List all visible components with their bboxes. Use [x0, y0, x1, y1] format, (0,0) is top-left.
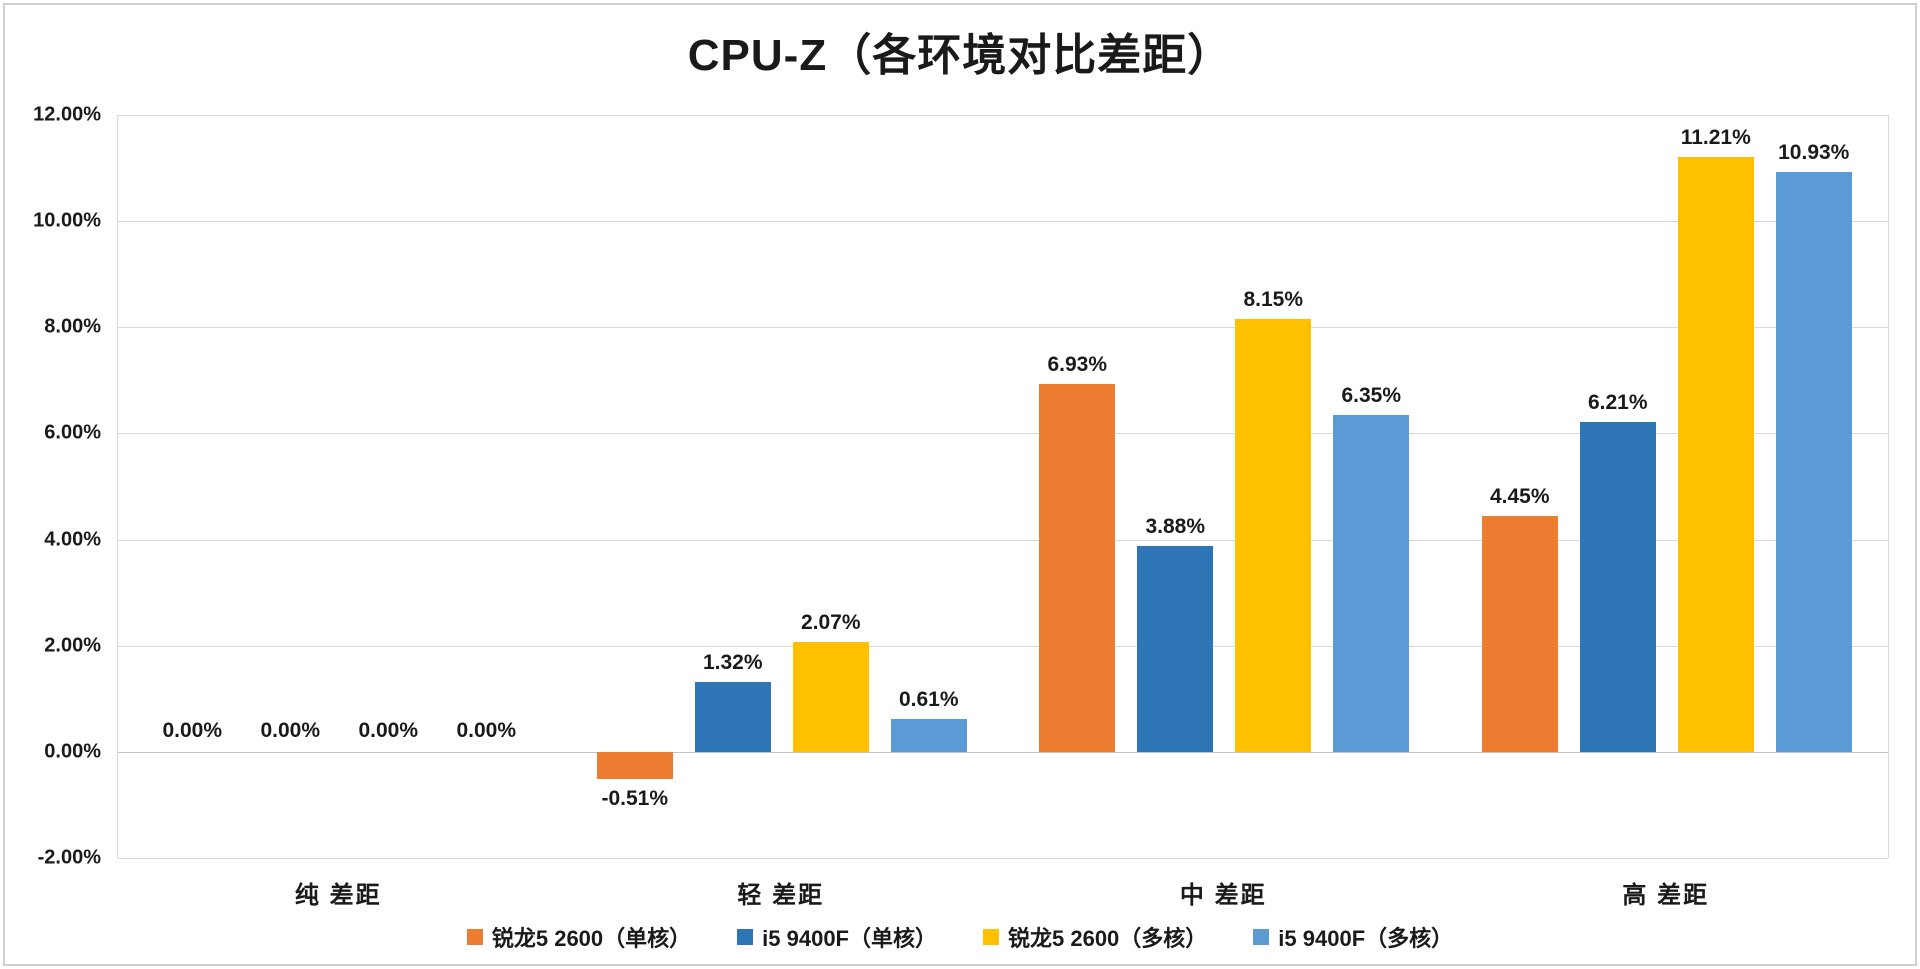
bar-value-label: 6.93% — [1047, 353, 1108, 377]
gridline — [118, 539, 1888, 541]
x-axis: 纯 差距 轻 差距 中 差距 高 差距 — [117, 869, 1887, 909]
legend-marker-icon — [737, 929, 754, 945]
bar-value-label: 0.00% — [162, 718, 223, 742]
bar-value-label: 0.00% — [456, 718, 517, 742]
x-axis-category-label: 纯 差距 — [294, 882, 382, 909]
bar-value-label: 8.15% — [1243, 288, 1304, 312]
x-axis-category-label: 高 差距 — [1622, 882, 1710, 909]
y-axis-tick-label: 10.00% — [33, 209, 101, 232]
bar-value-label: 0.61% — [898, 688, 959, 712]
bar-value-label: 1.32% — [702, 650, 763, 674]
legend-item: 锐龙5 2600（单核） — [466, 921, 692, 953]
y-axis-tick-label: 8.00% — [44, 315, 101, 338]
legend: 锐龙5 2600（单核） i5 9400F（单核） 锐龙5 2600（多核） i5 9… — [5, 921, 1915, 953]
gridline — [118, 433, 1888, 435]
chart-frame: CPU-Z（各环境对比差距） 12.00% 10.00% 8.00% 6.00% 4.0… — [3, 3, 1917, 966]
bar-value-label: 3.88% — [1145, 514, 1206, 538]
bar-value-label: -0.51% — [601, 786, 669, 810]
plot-area: 0.00% 0.00% 0.00% 0.00% -0.51% 1.32% 2.07% 0.61… — [117, 115, 1889, 859]
legend-item: i5 9400F（单核） — [737, 921, 937, 953]
gridline — [118, 751, 1888, 753]
y-axis-tick-label: -2.00% — [37, 846, 101, 869]
bar-value-label: 0.00% — [260, 718, 321, 742]
y-axis-tick-label: 12.00% — [33, 103, 101, 126]
chart-title: CPU-Z（各环境对比差距） — [687, 31, 1233, 80]
legend-item: 锐龙5 2600（多核） — [983, 921, 1207, 953]
bar-value-label: 2.07% — [800, 610, 861, 634]
gridline — [118, 115, 1888, 116]
legend-marker-icon — [983, 929, 999, 945]
bar-锐龙5 2600（多核）-轻 差距 — [792, 641, 869, 752]
legend-label: i5 9400F（多核） — [1278, 926, 1454, 951]
bar-锐龙5 2600（单核）-中 差距 — [1039, 384, 1116, 752]
bar-i5 9400F（单核）-高 差距 — [1579, 422, 1656, 752]
bar-i5 9400F（单核）-轻 差距 — [694, 681, 771, 752]
y-axis-tick-label: 0.00% — [44, 740, 101, 763]
bar-i5 9400F（多核）-中 差距 — [1333, 414, 1410, 752]
bar-i5 9400F（多核）-高 差距 — [1775, 171, 1852, 752]
legend-label: i5 9400F（单核） — [762, 926, 937, 951]
x-axis-category-label: 轻 差距 — [737, 882, 825, 909]
y-axis-tick-label: 4.00% — [44, 528, 101, 551]
y-axis-tick-label: 2.00% — [44, 634, 101, 657]
bar-锐龙5 2600（多核）-中 差距 — [1235, 319, 1312, 752]
bar-value-label: 10.93% — [1778, 140, 1850, 164]
legend-marker-icon — [466, 929, 483, 945]
bar-value-label: 4.45% — [1489, 484, 1550, 508]
legend-label: 锐龙5 2600（多核） — [1008, 926, 1208, 951]
gridline — [118, 858, 1888, 859]
y-axis-tick-label: 6.00% — [44, 421, 101, 444]
bar-i5 9400F（多核）-轻 差距 — [890, 719, 967, 752]
bar-value-label: 6.35% — [1341, 383, 1402, 407]
legend-marker-icon — [1253, 929, 1270, 945]
bar-value-label: 6.21% — [1587, 391, 1648, 415]
bar-value-label: 0.00% — [358, 718, 419, 742]
bar-锐龙5 2600（多核）-高 差距 — [1677, 156, 1754, 752]
gridline — [118, 327, 1888, 329]
legend-item: i5 9400F（多核） — [1253, 921, 1453, 953]
gridline — [118, 645, 1888, 647]
bar-value-label: 11.21% — [1680, 125, 1751, 149]
y-axis: 12.00% 10.00% 8.00% 6.00% 4.00% 2.00% 0.00% -2.… — [5, 104, 107, 869]
x-axis-category-label: 中 差距 — [1179, 882, 1267, 909]
legend-label: 锐龙5 2600（单核） — [491, 926, 692, 951]
bar-锐龙5 2600（单核）-轻 差距 — [596, 751, 673, 779]
gridline — [118, 221, 1888, 223]
bar-锐龙5 2600（单核）-高 差距 — [1481, 515, 1558, 752]
bar-i5 9400F（单核）-中 差距 — [1137, 545, 1214, 752]
